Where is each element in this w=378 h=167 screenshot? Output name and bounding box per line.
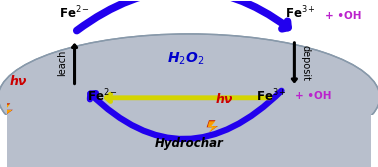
Text: Fe$^{2-}$: Fe$^{2-}$ xyxy=(87,88,118,105)
Text: + •OH: + •OH xyxy=(325,11,362,21)
Text: Fe$^{3+}$: Fe$^{3+}$ xyxy=(285,5,316,21)
FancyArrowPatch shape xyxy=(107,94,270,102)
Text: hν: hν xyxy=(9,75,26,88)
Text: deposit: deposit xyxy=(301,45,311,81)
Text: leach: leach xyxy=(57,50,68,76)
Text: Fe$^{2-}$: Fe$^{2-}$ xyxy=(59,5,90,21)
Text: + •OH: + •OH xyxy=(295,92,332,102)
FancyArrowPatch shape xyxy=(90,91,282,139)
Polygon shape xyxy=(0,103,13,117)
Polygon shape xyxy=(208,122,217,131)
Ellipse shape xyxy=(0,34,378,160)
FancyArrowPatch shape xyxy=(77,0,288,31)
Text: Fe$^{3+}$: Fe$^{3+}$ xyxy=(256,88,287,105)
Text: Hydrochar: Hydrochar xyxy=(155,137,223,149)
Polygon shape xyxy=(2,105,11,115)
Text: hν: hν xyxy=(215,94,232,106)
Bar xyxy=(7,114,371,167)
Text: H$_2$O$_2$: H$_2$O$_2$ xyxy=(167,51,204,67)
Polygon shape xyxy=(207,120,218,132)
